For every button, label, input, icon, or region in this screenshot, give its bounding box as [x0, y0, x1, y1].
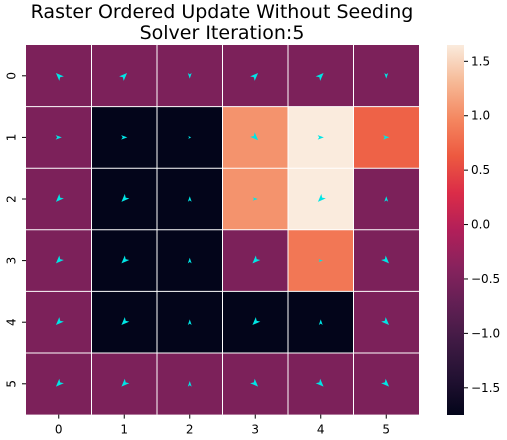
y-tick-label-0: 0: [5, 72, 19, 80]
arrow-r3-c1: [121, 255, 130, 264]
colorbar-tick-label-2: 0.5: [471, 163, 490, 177]
x-tick-label-1: 1: [120, 423, 128, 437]
y-tick-label-5: 5: [5, 380, 19, 388]
arrow-r2-c4: [317, 193, 326, 202]
arrow-r2-c0: [55, 193, 64, 202]
colorbar-tick-label-0: 1.5: [471, 54, 490, 68]
arrow-r4-c4: [318, 319, 323, 326]
colorbar-tick-label-3: 0.0: [471, 218, 490, 232]
arrow-r0-c5: [384, 73, 389, 79]
x-tick-label-0: 0: [55, 423, 63, 437]
arrow-r4-c1: [121, 317, 130, 326]
chart-title-line-1: Raster Ordered Update Without Seeding: [31, 1, 414, 23]
x-tick-label-4: 4: [317, 423, 325, 437]
arrow-r5-c4: [315, 378, 324, 387]
arrow-r4-c5: [381, 317, 390, 326]
arrow-r1-c4: [317, 135, 324, 140]
chart-title: Raster Ordered Update Without SeedingSol…: [31, 1, 414, 44]
arrow-r1-c2: [188, 135, 192, 139]
arrow-r2-c2: [187, 196, 192, 202]
arrow-r2-c5: [384, 196, 389, 202]
y-tick-label-1: 1: [5, 134, 19, 142]
y-tick-label-2: 2: [5, 195, 19, 203]
arrow-r3-c3: [252, 255, 261, 264]
chart-title-line-2: Solver Iteration:5: [140, 22, 305, 44]
arrow-r4-c2: [187, 319, 192, 326]
arrow-r1-c3: [250, 132, 259, 141]
arrow-r5-c0: [55, 378, 64, 387]
arrow-r0-c2: [187, 73, 192, 79]
colorbar-tick-label-1: 1.0: [471, 109, 490, 123]
arrow-r0-c1: [119, 72, 128, 81]
arrow-r0-c0: [55, 72, 64, 81]
arrow-r1-c0: [55, 135, 62, 140]
arrow-r3-c2: [187, 257, 192, 264]
arrow-r3-c4: [318, 259, 323, 263]
arrow-r5-c2: [187, 380, 192, 387]
arrow-r5-c3: [250, 378, 259, 387]
y-tick-label-3: 3: [5, 257, 19, 265]
colorbar-tick-label-5: −1.0: [471, 326, 500, 340]
arrow-r4-c0: [55, 317, 64, 326]
arrow-r5-c1: [121, 378, 130, 387]
arrow-r1-c1: [121, 135, 128, 140]
colorbar-gradient: [447, 45, 464, 415]
colorbar-tick-label-6: −1.5: [471, 381, 500, 395]
arrow-r2-c1: [121, 193, 130, 202]
arrow-r4-c3: [252, 317, 261, 326]
y-tick-label-4: 4: [5, 318, 19, 326]
x-tick-label-5: 5: [382, 423, 390, 437]
arrow-r1-c5: [383, 135, 390, 140]
arrow-r3-c0: [55, 255, 64, 264]
colorbar-tick-label-4: −0.5: [471, 272, 500, 286]
colorbar: 1.5 1.0 0.5 0.0 −0.5 −1.0 −1.5: [447, 45, 500, 415]
arrow-r3-c5: [381, 255, 390, 264]
heatmap-cells: [26, 45, 419, 415]
arrow-r0-c3: [250, 72, 259, 81]
x-tick-label-3: 3: [251, 423, 259, 437]
x-tick-label-2: 2: [186, 423, 194, 437]
arrow-r2-c3: [252, 197, 258, 201]
heatmap-grid: [26, 45, 419, 415]
arrow-r0-c4: [315, 72, 324, 81]
arrow-r5-c5: [381, 378, 390, 387]
x-axis-ticks: 0 1 2 3 4 5: [55, 414, 390, 437]
heatmap-arrows: [55, 72, 390, 387]
y-axis-ticks: 0 1 2 3 4 5: [5, 72, 26, 388]
